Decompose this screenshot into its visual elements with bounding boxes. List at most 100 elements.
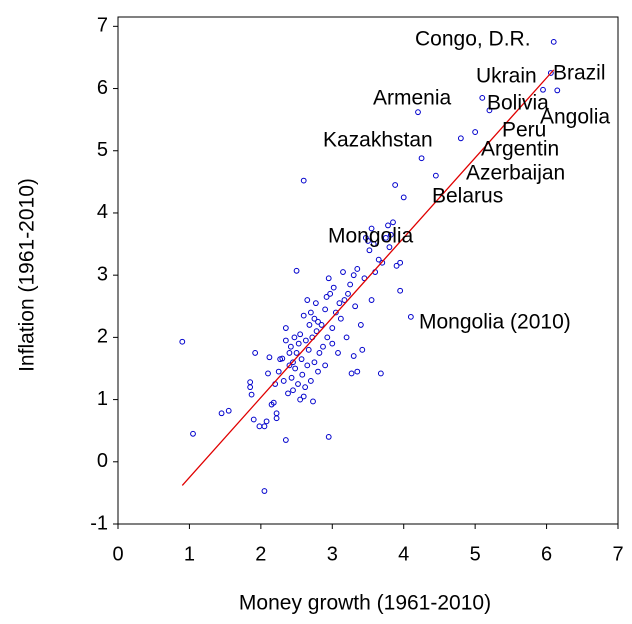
data-point <box>282 337 289 344</box>
y-tick-label: 3 <box>97 263 108 285</box>
data-point <box>298 356 305 363</box>
y-tick-label: 5 <box>97 139 108 161</box>
data-point <box>225 407 232 414</box>
data-point <box>366 247 373 254</box>
data-point <box>407 313 414 320</box>
y-tick-label: 7 <box>97 15 108 37</box>
data-point <box>322 306 329 313</box>
data-point <box>263 418 270 425</box>
data-point <box>365 238 371 244</box>
data-point <box>275 368 282 375</box>
annotation: Brazil <box>553 62 606 85</box>
data-point <box>336 300 343 307</box>
data-point <box>297 331 304 338</box>
data-point <box>305 346 312 353</box>
data-point <box>345 290 351 297</box>
data-point <box>179 338 186 345</box>
x-tick-label: 3 <box>327 543 338 565</box>
y-axis-label: Inflation (1961-2010) <box>16 178 39 372</box>
y-tick-label: -1 <box>90 512 108 534</box>
data-point <box>379 259 386 266</box>
annotation: Azerbaijan <box>466 162 565 185</box>
data-point <box>368 225 375 232</box>
data-point <box>397 287 404 294</box>
data-point <box>393 262 400 269</box>
data-point <box>297 396 304 403</box>
data-point <box>307 378 314 384</box>
data-point <box>265 370 271 377</box>
data-point <box>293 267 300 274</box>
data-point <box>337 315 344 322</box>
data-point <box>300 393 307 400</box>
data-point <box>252 350 259 356</box>
data-point <box>340 269 346 275</box>
x-tick-label: 7 <box>612 543 623 565</box>
data-point <box>432 172 439 179</box>
data-point <box>291 334 298 341</box>
annotation: Bolivia <box>487 92 549 115</box>
data-point <box>280 378 287 384</box>
annotation: Mongolia (2010) <box>419 311 571 334</box>
data-point <box>310 398 316 405</box>
data-point <box>322 362 329 369</box>
data-point <box>273 410 280 417</box>
data-point <box>261 423 268 430</box>
data-point <box>295 340 302 347</box>
data-point <box>325 434 332 440</box>
x-tick-label: 4 <box>398 543 409 565</box>
data-point <box>286 350 293 356</box>
data-point <box>368 297 375 303</box>
data-point <box>279 355 286 362</box>
data-point <box>307 309 314 316</box>
annotation: Mongolia <box>328 225 414 248</box>
data-point <box>304 362 311 369</box>
data-point <box>266 354 273 361</box>
data-point <box>302 384 309 391</box>
data-point <box>332 309 339 316</box>
data-point <box>390 219 396 226</box>
data-point <box>554 87 561 94</box>
data-point <box>256 423 263 430</box>
y-tick-label: 6 <box>97 77 108 99</box>
data-point <box>347 281 354 288</box>
data-point <box>285 390 291 397</box>
data-point <box>302 337 309 344</box>
data-point <box>311 315 318 322</box>
data-point <box>323 294 330 300</box>
data-point <box>382 234 389 241</box>
data-point <box>304 297 311 303</box>
data-point <box>282 325 289 331</box>
data-point <box>261 488 268 494</box>
data-point <box>479 94 486 101</box>
data-point <box>385 222 391 229</box>
data-point <box>359 346 366 353</box>
plot-frame <box>117 16 619 525</box>
data-point <box>375 256 382 263</box>
data-point <box>313 328 320 335</box>
data-point <box>286 362 293 369</box>
data-point <box>290 387 296 394</box>
data-point <box>247 379 254 386</box>
data-point <box>299 371 306 378</box>
data-point <box>270 399 277 406</box>
data-point <box>295 381 301 387</box>
data-point <box>486 107 493 114</box>
data-point <box>290 359 296 366</box>
data-point <box>190 430 196 437</box>
data-point <box>392 182 399 188</box>
data-point <box>547 70 554 76</box>
annotation: Kazakhstan <box>323 129 433 152</box>
x-tick-label: 5 <box>470 543 481 565</box>
data-point <box>370 241 377 247</box>
data-point <box>315 318 321 325</box>
data-point <box>400 194 407 201</box>
annotation: Congo, D.R. <box>415 28 531 51</box>
data-point <box>312 300 319 307</box>
data-point <box>250 416 257 423</box>
data-point <box>341 297 348 303</box>
data-point <box>218 410 225 417</box>
data-point <box>354 368 361 375</box>
annotation: Armenia <box>373 87 452 110</box>
data-point <box>415 109 421 116</box>
